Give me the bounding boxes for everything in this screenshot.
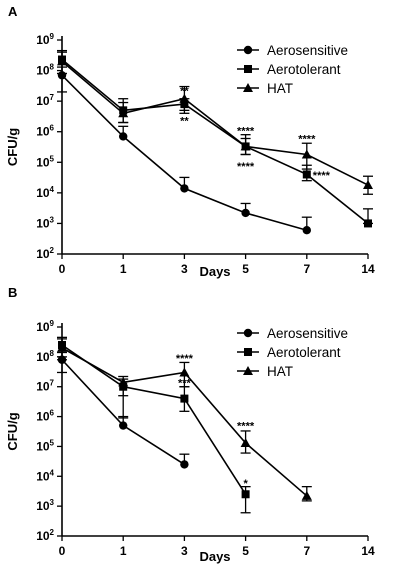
x-tick-label: 0: [59, 262, 66, 276]
data-point: [301, 490, 312, 500]
series-line: [61, 58, 369, 225]
significance-label: *: [243, 478, 248, 490]
x-tick-label: 7: [303, 544, 310, 558]
panel-label: B: [8, 285, 17, 300]
data-point: [119, 421, 128, 430]
y-tick-label: 107: [36, 93, 54, 108]
x-tick-label: 14: [361, 262, 375, 276]
x-tick-label: 3: [181, 262, 188, 276]
significance-label: ****: [298, 133, 316, 145]
data-point: [118, 377, 129, 387]
chart-panel-b: B 102 103 104 105 106 107 108 109 0 1 3 5 7 14 Days CFU/…: [5, 285, 375, 564]
y-tick-label: 106: [36, 409, 54, 424]
legend-label: HAT: [267, 81, 293, 96]
y-tick-label: 108: [36, 63, 54, 78]
significance-label: ****: [237, 125, 255, 137]
legend-label: Aerosensitive: [267, 326, 348, 341]
legend-marker: [244, 65, 252, 73]
y-tick-label: 105: [36, 438, 54, 453]
x-tick-label: 14: [361, 544, 375, 558]
x-axis-title: Days: [199, 264, 230, 279]
legend-marker: [243, 328, 253, 338]
x-tick-label: 3: [181, 544, 188, 558]
chart-panel-a: A 102 103 104 105 106 107 108 109 0 1 3 5 7 14 Days CFU/…: [5, 4, 375, 279]
data-point: [363, 180, 373, 190]
legend-label: Aerotolerant: [267, 62, 341, 77]
y-axis-title: CFU/g: [5, 128, 20, 166]
data-point: [180, 184, 189, 193]
x-axis-title: Days: [199, 549, 230, 564]
legend-marker: [244, 348, 252, 356]
x-tick-label: 5: [242, 262, 249, 276]
data-point: [118, 108, 129, 118]
data-point: [180, 394, 189, 403]
y-axis-title: CFU/g: [5, 412, 20, 450]
legend-label: HAT: [267, 364, 293, 379]
x-tick-label: 1: [120, 262, 127, 276]
x-tick-label: 5: [242, 544, 249, 558]
y-tick-label: 109: [36, 319, 54, 334]
data-point: [302, 170, 311, 179]
data-point: [180, 460, 189, 469]
data-point: [179, 367, 190, 377]
data-point: [301, 149, 312, 159]
data-point: [241, 490, 250, 499]
y-tick-label: 103: [36, 498, 54, 513]
significance-label: ****: [313, 170, 331, 182]
data-point: [57, 342, 67, 352]
legend-marker: [243, 45, 253, 55]
legend-label: Aerosensitive: [267, 43, 348, 58]
y-tick-label: 106: [36, 124, 54, 139]
data-point: [119, 132, 128, 141]
y-tick-label: 103: [36, 215, 54, 230]
x-tick-label: 1: [120, 544, 127, 558]
data-point: [241, 208, 250, 218]
series-aerotolerant: [57, 336, 251, 514]
series-line: [61, 344, 247, 495]
panel-label: A: [8, 4, 18, 19]
y-tick-label: 104: [36, 185, 54, 200]
data-point: [57, 56, 67, 66]
significance-label: ****: [237, 161, 255, 173]
significance-label: **: [180, 86, 189, 98]
significance-label: ***: [178, 377, 192, 389]
legend: Aerosensitive Aerotolerant HAT: [237, 43, 348, 96]
y-tick-label: 102: [36, 246, 54, 261]
data-point: [179, 93, 190, 103]
significance-label: **: [180, 116, 189, 128]
series-hat: [57, 338, 312, 502]
series-line: [61, 60, 369, 186]
data-point: [240, 141, 251, 151]
y-tick-label: 104: [36, 468, 54, 483]
y-tick-label: 107: [36, 379, 54, 394]
significance-label: ****: [237, 421, 255, 433]
data-point: [302, 226, 311, 235]
legend: Aerosensitive Aerotolerant HAT: [237, 326, 348, 379]
significance-label: ****: [176, 353, 194, 365]
y-tick-label: 108: [36, 349, 54, 364]
x-tick-label: 0: [59, 544, 66, 558]
legend-marker: [243, 83, 253, 92]
data-point: [364, 219, 372, 228]
series-hat: [57, 51, 373, 195]
y-tick-label: 102: [36, 528, 54, 543]
y-tick-label: 105: [36, 154, 54, 169]
legend-marker: [243, 366, 253, 375]
data-point: [240, 438, 251, 448]
x-tick-label: 7: [303, 262, 310, 276]
y-tick-label: 109: [36, 32, 54, 47]
legend-label: Aerotolerant: [267, 345, 341, 360]
